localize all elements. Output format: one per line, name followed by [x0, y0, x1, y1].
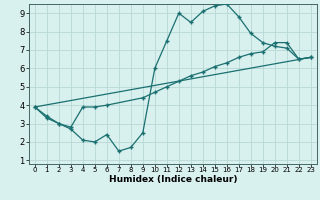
X-axis label: Humidex (Indice chaleur): Humidex (Indice chaleur)	[108, 175, 237, 184]
